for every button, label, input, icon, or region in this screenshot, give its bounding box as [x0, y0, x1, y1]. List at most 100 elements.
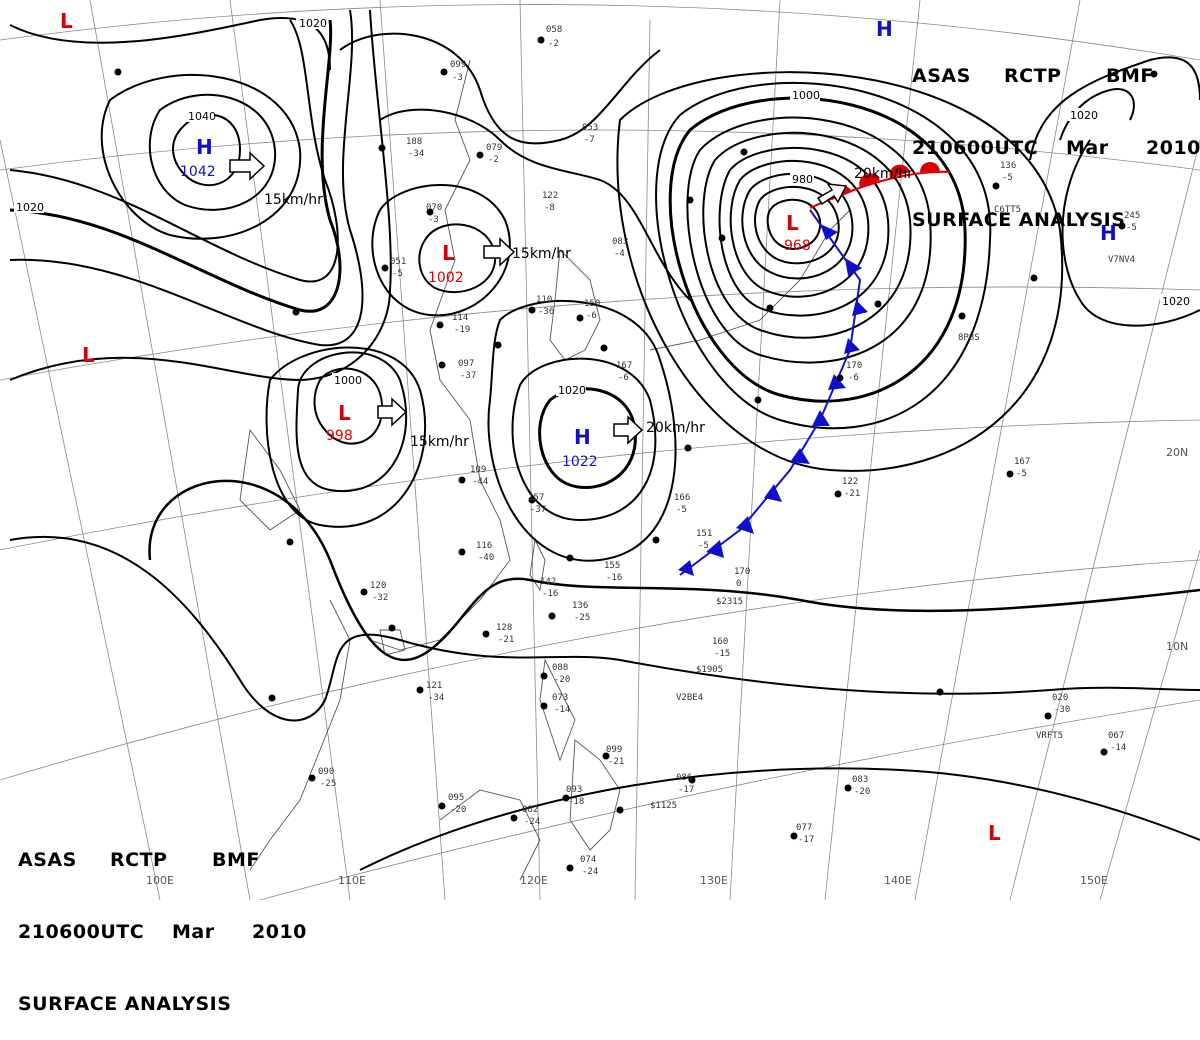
high-center-symbol: H [574, 425, 591, 449]
station-dot [577, 315, 584, 322]
station-temp: -6 [586, 311, 597, 321]
station-dot [755, 397, 762, 404]
isobar-label: 1000 [334, 374, 362, 387]
station-pressure: 079 [486, 143, 502, 153]
station-dot [1031, 275, 1038, 282]
station-dot [439, 803, 446, 810]
high-center-value: 1022 [562, 454, 598, 470]
station-dot [835, 491, 842, 498]
station-pressure: 170 [846, 361, 862, 371]
station-dot [937, 689, 944, 696]
low-center-value: 998 [326, 428, 353, 444]
ship-id: $1125 [650, 801, 677, 811]
station-pressure: 020 [1052, 693, 1068, 703]
station-dot [541, 673, 548, 680]
longitude-label: 110E [338, 874, 366, 887]
station-pressure: 097 [458, 359, 474, 369]
high-center-symbol: H [196, 135, 213, 159]
high-center-value: 1042 [180, 164, 216, 180]
title-row-2: 210600UTC Mar 2010 [18, 920, 307, 944]
longitude-label: 120E [520, 874, 548, 887]
station-dot [417, 687, 424, 694]
station-dot [293, 309, 300, 316]
station-dot [791, 833, 798, 840]
station-temp: -17 [678, 785, 694, 795]
station-pressure: 088 [552, 663, 568, 673]
station-pressure: 167 [616, 361, 632, 371]
low-center-value: 968 [784, 238, 811, 254]
station-dot [439, 362, 446, 369]
station-temp: -14 [554, 705, 570, 715]
low-center-value: 1002 [428, 270, 464, 286]
station-dot [459, 477, 466, 484]
station-temp: -24 [524, 817, 540, 827]
month-label: Mar [172, 920, 252, 944]
ship-id: V7NV4 [1108, 255, 1135, 265]
agency-label: ASAS [912, 64, 1004, 88]
station-temp: -16 [606, 573, 622, 583]
station-temp: -21 [608, 757, 624, 767]
title-row-3: SURFACE ANALYSIS [18, 992, 307, 1016]
station-temp: -20 [854, 787, 870, 797]
office-label: BMF [1106, 64, 1154, 88]
station-temp: -3 [452, 73, 463, 83]
station-pressure: 160 [712, 637, 728, 647]
product-label: SURFACE ANALYSIS [18, 992, 231, 1016]
station-dot [379, 145, 386, 152]
ship-id: $1905 [696, 665, 723, 675]
station-pressure: 095 [448, 793, 464, 803]
ship-id: 8P8S [958, 333, 980, 343]
station-temp: -25 [320, 779, 336, 789]
station-temp: -16 [542, 589, 558, 599]
longitude-label: 150E [1080, 874, 1108, 887]
station-dot [1101, 749, 1108, 756]
station-temp: -4 [614, 249, 625, 259]
isobar-label: 980 [792, 173, 813, 186]
station-dot [511, 815, 518, 822]
station-pressure: 090 [318, 767, 334, 777]
station-dot [389, 625, 396, 632]
station-pressure: 155 [604, 561, 620, 571]
station-dot [441, 69, 448, 76]
station-dot [653, 537, 660, 544]
station-dot [875, 301, 882, 308]
station-pressure: 058 [546, 25, 562, 35]
station-temp: -8 [544, 203, 555, 213]
station-temp: -2 [548, 39, 559, 49]
isobar-label: 1020 [16, 201, 44, 214]
station-pressure: 073 [552, 693, 568, 703]
station-dot [601, 345, 608, 352]
station-dot [538, 37, 545, 44]
station-pressure: 051 [390, 257, 406, 267]
agency-label: ASAS [18, 848, 110, 872]
station-dot [483, 631, 490, 638]
motion-label: 15km/hr [264, 192, 323, 208]
station-temp: -14 [1110, 743, 1126, 753]
station-dot [1007, 471, 1014, 478]
station-dot [549, 613, 556, 620]
motion-label: 15km/hr [410, 434, 469, 450]
station-dot [741, 149, 748, 156]
station-temp: -6 [618, 373, 629, 383]
valid-time-label: 210600UTC [18, 920, 172, 944]
station-dot [287, 539, 294, 546]
station-pressure: 166 [674, 493, 690, 503]
station-dot [459, 549, 466, 556]
station-temp: -21 [498, 635, 514, 645]
station-dot [1045, 713, 1052, 720]
station-dot [959, 313, 966, 320]
station-temp: -32 [372, 593, 388, 603]
station-temp: -44 [472, 477, 488, 487]
title-row-3: SURFACE ANALYSIS [912, 208, 1200, 232]
station-dot [495, 342, 502, 349]
latitude-label: 20N [1166, 446, 1188, 459]
station-temp: -2 [488, 155, 499, 165]
isobar-label: 1020 [299, 17, 327, 30]
station-temp: -21 [844, 489, 860, 499]
station-temp: -37 [530, 505, 546, 515]
product-label: SURFACE ANALYSIS [912, 208, 1125, 232]
low-center-symbol: L [60, 9, 73, 33]
station-temp: -3 [428, 215, 439, 225]
station-temp: -18 [568, 797, 584, 807]
low-center-symbol: L [338, 401, 351, 425]
